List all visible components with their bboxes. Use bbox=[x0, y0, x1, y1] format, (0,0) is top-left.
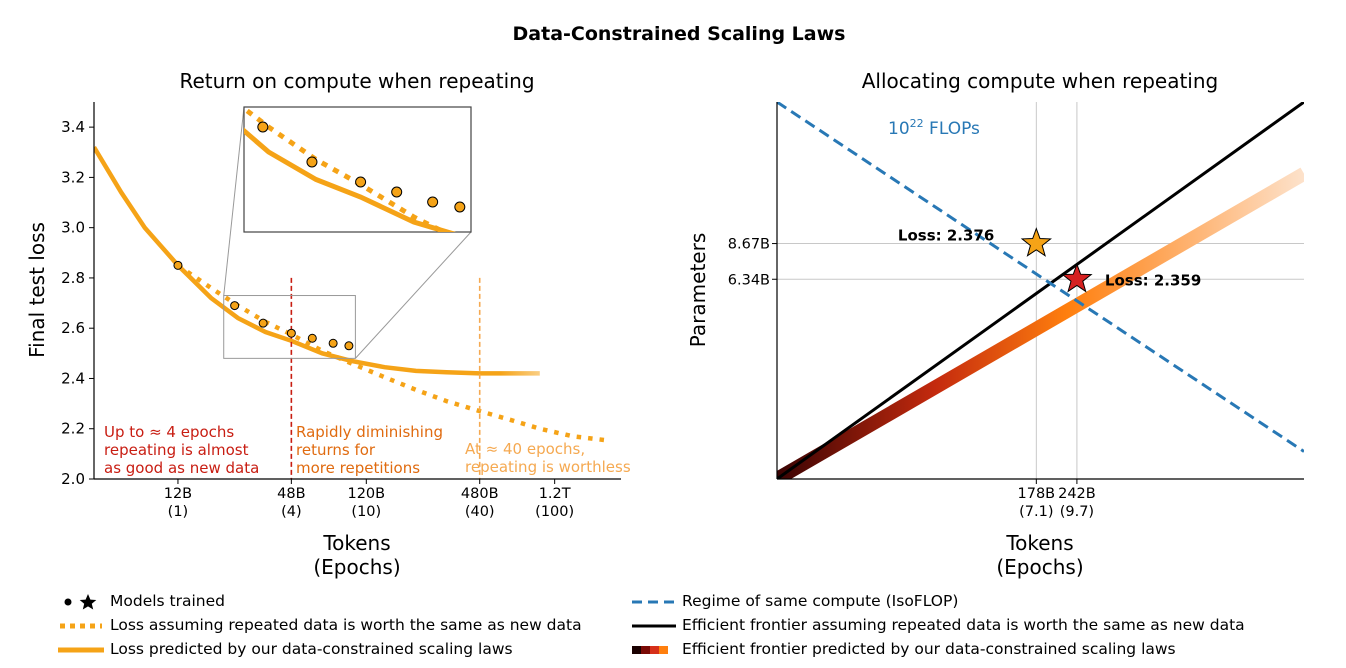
inset-model-point bbox=[257, 121, 269, 133]
model-point bbox=[307, 333, 317, 343]
y-tick-label: 2.8 bbox=[61, 269, 85, 287]
star-label-1: Loss: 2.359 bbox=[1105, 271, 1201, 289]
gradient-bar-icon bbox=[632, 646, 668, 654]
annotation-2: At ≈ 40 epochs, repeating is worthless bbox=[465, 440, 631, 476]
model-point bbox=[344, 341, 354, 351]
inset-model-point bbox=[454, 201, 466, 213]
x-tick-label: 178B (7.1) bbox=[1018, 486, 1056, 520]
frontier-constrained-line bbox=[777, 167, 1304, 479]
right-chart-title: Allocating compute when repeating bbox=[862, 69, 1218, 93]
x-tick-label: 242B (9.7) bbox=[1058, 486, 1096, 520]
y-tick-label: 2.6 bbox=[61, 319, 85, 337]
dotted-loss-curve bbox=[176, 263, 605, 443]
model-point bbox=[286, 328, 296, 338]
inset-plot bbox=[160, 42, 466, 232]
dotted-line-icon bbox=[60, 623, 102, 629]
legend-label: Models trained bbox=[110, 592, 225, 610]
y-tick-label: 3.2 bbox=[61, 168, 85, 186]
model-point bbox=[258, 318, 268, 328]
inset-model-point bbox=[391, 186, 403, 198]
annotation-1: Rapidly diminishing returns for more repet… bbox=[296, 423, 443, 477]
x-tick-label: 120B (10) bbox=[347, 486, 385, 520]
black-line-icon bbox=[632, 624, 676, 628]
x-tick-label: 48B (4) bbox=[277, 486, 305, 520]
inset-solid-curve bbox=[244, 127, 457, 232]
right-ylabel: Parameters bbox=[686, 233, 710, 347]
right-xlabel: Tokens (Epochs) bbox=[996, 531, 1083, 579]
inset-frame bbox=[243, 106, 472, 233]
model-point bbox=[173, 260, 183, 270]
y-tick-label: 2.4 bbox=[61, 369, 85, 387]
legend-label: Efficient frontier assuming repeated dat… bbox=[682, 616, 1245, 634]
y-tick-label: 2.2 bbox=[61, 420, 85, 438]
left-xlabel: Tokens (Epochs) bbox=[313, 531, 400, 579]
zoom-region bbox=[223, 295, 356, 359]
y-tick-label: 6.34B bbox=[728, 272, 770, 288]
y-tick-label: 8.67B bbox=[728, 237, 770, 253]
solid-loss-curve bbox=[94, 146, 540, 376]
right-chart: Allocating compute when repeating 1022 F… bbox=[686, 69, 1304, 579]
x-tick-label: 12B (1) bbox=[164, 486, 192, 520]
legend-left: Models trained Loss assuming repeated da… bbox=[58, 591, 658, 663]
frontier-same-line bbox=[777, 102, 1304, 479]
model-point bbox=[328, 338, 338, 348]
dashed-line-icon bbox=[632, 600, 676, 604]
inset-model-point bbox=[355, 176, 367, 188]
solid-line-icon bbox=[58, 647, 104, 653]
isoflop-label: 1022 FLOPs bbox=[888, 117, 980, 139]
annotation-0: Up to ≈ 4 epochs repeating is almost as go… bbox=[104, 423, 259, 477]
legend-label: Loss assuming repeated data is worth the… bbox=[110, 616, 582, 634]
star-marker-0 bbox=[1020, 227, 1052, 257]
model-point bbox=[230, 301, 240, 311]
figure-title: Data-Constrained Scaling Laws bbox=[513, 23, 846, 45]
x-tick-label: 1.2T (100) bbox=[535, 486, 574, 520]
inset-model-point bbox=[306, 156, 318, 168]
y-tick-label: 3.0 bbox=[61, 219, 85, 237]
left-chart-title: Return on compute when repeating bbox=[179, 69, 534, 93]
zoom-connector bbox=[355, 231, 472, 359]
left-chart: Return on compute when repeating Up to ≈… bbox=[25, 42, 631, 579]
left-ylabel: Final test loss bbox=[25, 222, 49, 358]
inset-model-point bbox=[160, 42, 170, 52]
dot-star-icon bbox=[64, 594, 97, 610]
legend-label: Loss predicted by our data-constrained s… bbox=[110, 640, 513, 658]
inset-model-point bbox=[427, 196, 439, 208]
zoom-connector bbox=[223, 106, 245, 296]
y-tick-label: 2.0 bbox=[61, 470, 85, 488]
isoflop-line bbox=[777, 102, 1304, 453]
y-tick-label: 3.4 bbox=[61, 118, 85, 136]
star-marker-1 bbox=[1061, 262, 1093, 293]
star-label-0: Loss: 2.376 bbox=[898, 227, 994, 245]
x-tick-label: 480B (40) bbox=[461, 486, 499, 520]
legend-label: Efficient frontier predicted by our data… bbox=[682, 640, 1176, 658]
legend-label: Regime of same compute (IsoFLOP) bbox=[682, 592, 959, 610]
legend-right: Regime of same compute (IsoFLOP) Efficie… bbox=[630, 591, 1330, 663]
